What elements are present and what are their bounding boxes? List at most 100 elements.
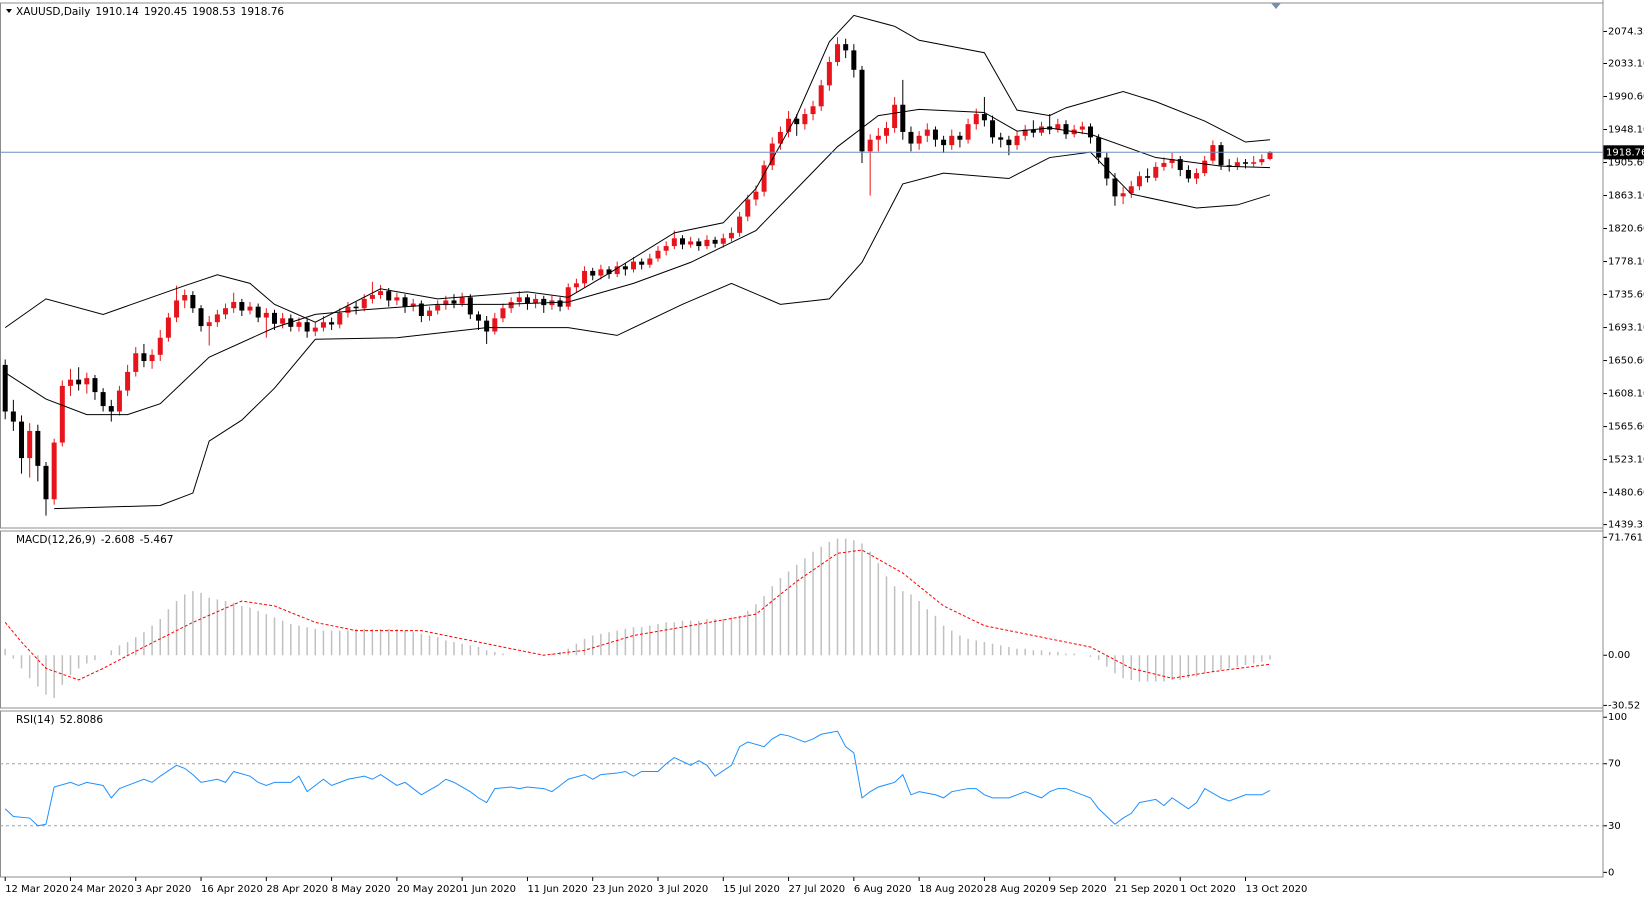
candle-body (427, 310, 433, 316)
x-tick-label: 3 Jul 2020 (658, 884, 708, 895)
candle-body (1210, 145, 1216, 161)
candle-body (941, 139, 947, 146)
candle-body (1251, 162, 1257, 164)
candle-body (745, 199, 751, 217)
panel-header: 1910.14 (95, 6, 139, 18)
panel-header: 1918.76 (241, 6, 285, 18)
candle-body (410, 303, 416, 307)
candle-body (1185, 169, 1191, 179)
y-tick-label: 2033.10 (1608, 58, 1644, 69)
y-tick-label: 0.00 (1608, 650, 1630, 661)
candle-body (43, 465, 49, 500)
candle-body (174, 300, 180, 318)
price-tag (1603, 145, 1644, 160)
candle-body (263, 312, 269, 318)
candle-body (786, 118, 792, 132)
y-tick-label: 1820.60 (1608, 224, 1644, 235)
y-tick-label: 1608.10 (1608, 389, 1644, 400)
y-tick-label: 1778.10 (1608, 257, 1644, 268)
x-tick-label: 3 Apr 2020 (136, 884, 191, 895)
x-tick-label: 28 Apr 2020 (266, 884, 328, 895)
candle-body (198, 308, 204, 327)
candle-body (802, 114, 808, 125)
candle-body (76, 379, 82, 385)
y-tick-label: 1948.10 (1608, 125, 1644, 136)
candle-body (1063, 124, 1069, 135)
candle-body (671, 238, 677, 247)
candle-body (35, 430, 41, 466)
candle-body (582, 270, 588, 284)
candle-body (2, 364, 8, 412)
candle-body (663, 246, 669, 251)
candle-body (214, 314, 220, 323)
candle-body (883, 128, 889, 136)
candle-body (1145, 176, 1151, 178)
candle-body (704, 239, 710, 247)
y-tick-label: 71.761 (1608, 532, 1643, 543)
candle-body (867, 139, 873, 152)
candle-body (614, 266, 620, 275)
candle-body (1055, 124, 1061, 130)
candle-body (516, 297, 522, 303)
panel-header: -2.608 (101, 534, 135, 546)
bollinger-band (4, 108, 1271, 416)
candle-body (1030, 129, 1036, 133)
candle-body (369, 295, 375, 299)
y-tick-label: 2074.35 (1608, 26, 1644, 37)
candle-body (157, 337, 163, 355)
candle-body (223, 308, 229, 315)
candle-body (622, 266, 628, 270)
candle-body (100, 392, 106, 407)
candle-body (916, 135, 922, 144)
candle-body (182, 295, 188, 301)
menu-arrow (6, 9, 12, 13)
panel-header: -5.467 (140, 534, 174, 546)
candle-body (1202, 160, 1208, 174)
candle-body (312, 327, 318, 332)
candle-body (1006, 139, 1012, 146)
candle-body (247, 306, 253, 311)
candle-body (59, 385, 65, 443)
panel-header: 52.8086 (60, 714, 104, 726)
candle-body (165, 317, 171, 338)
candle-body (859, 69, 865, 152)
y-tick-label: 1523.10 (1608, 455, 1644, 466)
candle-body (1169, 159, 1175, 163)
candle-body (843, 44, 849, 51)
candle-body (296, 322, 302, 327)
x-tick-label: 12 Mar 2020 (5, 884, 68, 895)
candle-body (206, 322, 212, 327)
candle-body (1218, 145, 1224, 166)
y-tick-label: 1693.10 (1608, 323, 1644, 334)
candle-body (1112, 178, 1118, 197)
y-tick-label: -30.52 (1608, 700, 1640, 711)
y-tick-label: 1565.60 (1608, 422, 1644, 433)
candle-body (345, 306, 351, 313)
panel-header: 1908.53 (192, 6, 235, 18)
candle-body (108, 406, 114, 412)
candle-body (418, 303, 424, 316)
candle-body (647, 258, 653, 265)
candle-body (1177, 159, 1183, 170)
candle-body (679, 238, 685, 245)
candle-body (492, 318, 498, 332)
candle-body (1120, 193, 1126, 197)
candle-body (892, 104, 898, 129)
candle-body (712, 239, 718, 244)
candle-body (533, 298, 539, 304)
candle-body (304, 322, 310, 332)
y-tick-label: 30 (1608, 821, 1621, 832)
candle-body (753, 191, 759, 200)
candle-body (1136, 176, 1142, 187)
candle-body (949, 135, 955, 146)
x-tick-label: 13 Oct 2020 (1246, 884, 1308, 895)
candle-body (524, 297, 530, 304)
candle-body (794, 118, 800, 125)
candle-body (508, 302, 514, 309)
panel-header: 1920.45 (144, 6, 187, 18)
candle-body (451, 300, 457, 304)
candle-body (1128, 186, 1134, 194)
candle-body (51, 442, 57, 500)
candle-body (541, 298, 547, 306)
